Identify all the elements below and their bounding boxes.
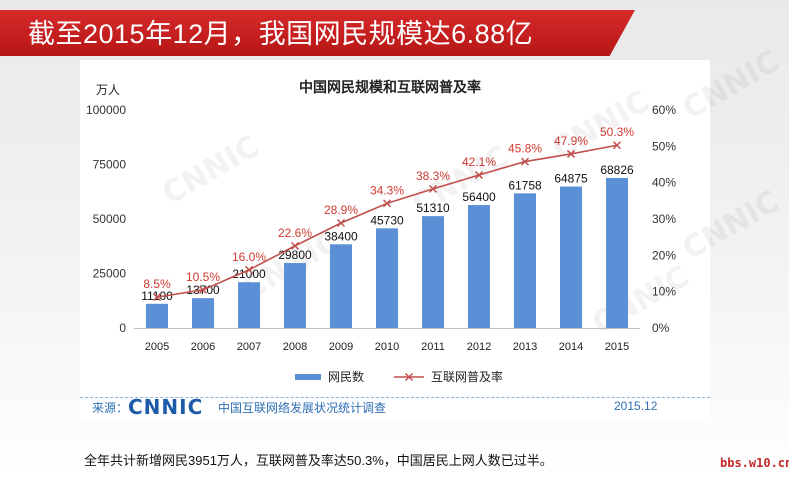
- right-tick-label: 50%: [652, 139, 676, 153]
- title-bar: [0, 10, 635, 56]
- bar-2010: [376, 228, 398, 328]
- line-value-label: 34.3%: [370, 183, 404, 197]
- line-value-label: 45.8%: [508, 142, 542, 156]
- line-point-2009: [336, 218, 346, 228]
- bar-2009: [330, 244, 352, 328]
- cnnic-logo: CNNIC: [128, 395, 204, 419]
- line-point-2011: [428, 184, 438, 193]
- x-tick-label: 2014: [559, 341, 583, 353]
- right-tick-label: 20%: [652, 248, 676, 262]
- line-value-label: 16.0%: [232, 250, 266, 264]
- line-point-2006: [198, 285, 208, 294]
- bar-2015: [606, 177, 628, 328]
- line-value-label: 10.5%: [186, 270, 220, 284]
- bar-value-label: 11100: [141, 289, 173, 303]
- bar-2013: [514, 193, 536, 328]
- slide-caption: 全年共计新增网民3951万人，互联网普及率达50.3%，中国居民上网人数已过半。: [84, 453, 553, 468]
- right-tick-label: 10%: [652, 285, 676, 299]
- left-tick-label: 100000: [86, 103, 126, 117]
- bar-value-label: 21000: [232, 267, 266, 281]
- bar-value-label: 38400: [324, 229, 358, 243]
- source-date: 2015.12: [614, 399, 658, 413]
- x-tick-label: 2011: [421, 341, 445, 353]
- x-tick-label: 2013: [513, 341, 537, 353]
- line-value-label: 42.1%: [462, 155, 496, 169]
- x-tick-label: 2006: [191, 341, 215, 353]
- watermark-text: CNNIC: [677, 44, 786, 127]
- right-tick-label: 40%: [652, 176, 676, 190]
- x-tick-label: 2008: [283, 341, 307, 353]
- line-point-2015: [612, 141, 622, 150]
- legend-line-label: 互联网普及率: [431, 369, 503, 384]
- bar-value-label: 45730: [370, 213, 404, 227]
- site-tag: bbs.w10.cn: [720, 456, 789, 470]
- left-tick-label: 50000: [93, 212, 127, 226]
- x-tick-label: 2015: [605, 341, 629, 353]
- x-tick-label: 2007: [237, 341, 261, 353]
- legend-bar-swatch: [295, 374, 321, 380]
- source-label: 来源：: [92, 401, 129, 415]
- x-tick-label: 2005: [145, 341, 169, 353]
- legend-bar-label: 网民数: [328, 369, 364, 384]
- line-point-2014: [566, 149, 576, 158]
- bar-2014: [560, 186, 582, 328]
- line-point-2007: [244, 265, 254, 274]
- line-value-label: 8.5%: [143, 277, 171, 291]
- line-point-2008: [290, 241, 300, 250]
- line-value-label: 28.9%: [324, 203, 358, 217]
- left-axis-unit: 万人: [96, 83, 120, 97]
- left-tick-label: 75000: [93, 158, 127, 172]
- line-value-label: 38.3%: [416, 169, 450, 183]
- bar-value-label: 61758: [508, 178, 542, 192]
- legend-line-marker: [404, 372, 414, 382]
- slide-title: 截至2015年12月，我国网民规模达6.88亿: [28, 19, 534, 49]
- watermark-text: CNNIC: [587, 259, 696, 342]
- bar-value-label: 68826: [600, 163, 634, 177]
- watermark-text: CNNIC: [157, 129, 266, 212]
- bar-2007: [238, 282, 260, 328]
- line-point-2012: [474, 171, 484, 180]
- chart-title: 中国网民规模和互联网普及率: [299, 79, 481, 95]
- line-value-label: 47.9%: [554, 134, 588, 148]
- right-tick-label: 0%: [652, 321, 670, 335]
- x-tick-label: 2012: [467, 341, 491, 353]
- bar-value-label: 64875: [554, 172, 588, 186]
- left-tick-label: 0: [119, 321, 126, 335]
- watermark-text: CNNIC: [677, 184, 786, 267]
- right-tick-label: 30%: [652, 212, 676, 226]
- bar-2011: [422, 216, 444, 328]
- bar-value-label: 29800: [278, 248, 312, 262]
- bar-2006: [192, 298, 214, 328]
- footer-divider: [80, 397, 710, 398]
- bar-2005: [146, 303, 168, 328]
- x-tick-label: 2010: [375, 341, 399, 353]
- bar-2012: [468, 205, 490, 328]
- line-point-2005: [152, 293, 162, 302]
- bar-2008: [284, 263, 306, 328]
- line-point-2013: [520, 157, 530, 166]
- line-value-label: 50.3%: [600, 125, 634, 139]
- line-value-label: 22.6%: [278, 226, 312, 240]
- line-point-2010: [382, 199, 392, 208]
- source-org: 中国互联网络发展状况统计调查: [218, 401, 387, 415]
- bar-value-label: 56400: [462, 190, 496, 204]
- x-tick-label: 2009: [329, 341, 353, 353]
- right-tick-label: 60%: [652, 103, 676, 117]
- bar-value-label: 51310: [416, 201, 450, 215]
- left-tick-label: 25000: [93, 267, 127, 281]
